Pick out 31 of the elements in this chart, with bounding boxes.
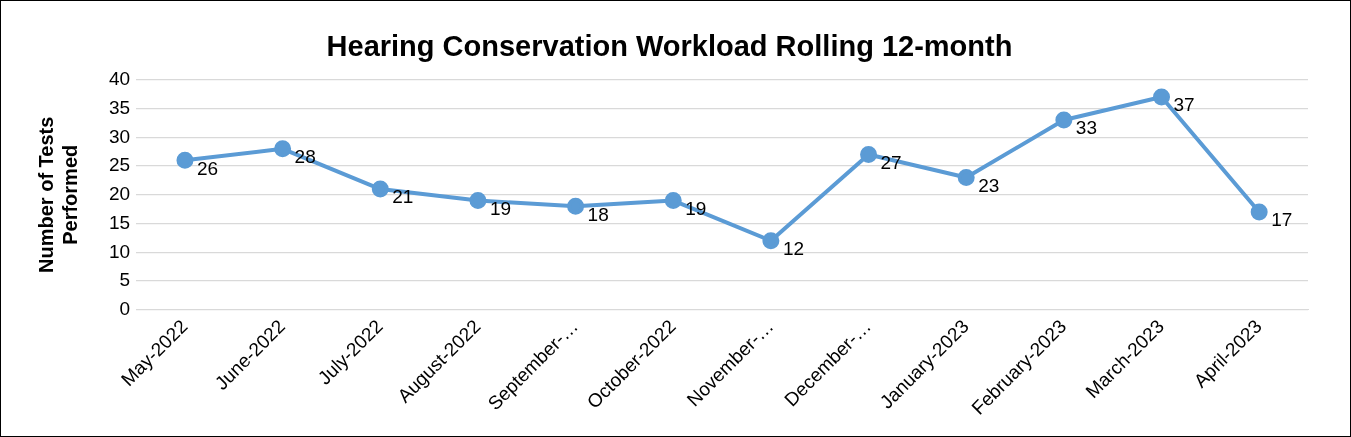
point bbox=[274, 140, 292, 158]
y-tick-label: 0 bbox=[119, 297, 131, 319]
point bbox=[1055, 111, 1073, 129]
point bbox=[1153, 88, 1171, 106]
y-tick-label: 35 bbox=[108, 96, 131, 118]
point bbox=[567, 197, 585, 215]
y-tick-label: 15 bbox=[108, 211, 131, 233]
y-tick-label: 25 bbox=[108, 154, 131, 176]
y-tick-label: 5 bbox=[119, 269, 131, 291]
y-tick-label: 30 bbox=[108, 125, 131, 147]
point bbox=[176, 151, 194, 169]
data-label: 12 bbox=[782, 238, 805, 259]
y-tick-label: 10 bbox=[108, 240, 131, 262]
data-label: 19 bbox=[489, 197, 512, 219]
y-axis-title: Number of Tests Performed bbox=[34, 116, 81, 273]
data-label: 17 bbox=[1271, 209, 1293, 231]
point bbox=[957, 169, 975, 187]
point bbox=[1250, 203, 1268, 221]
chart-title: Hearing Conservation Workload Rolling 12-month bbox=[326, 30, 1013, 63]
y-tick-label: 40 bbox=[108, 68, 131, 90]
point bbox=[762, 232, 780, 250]
point bbox=[664, 192, 682, 210]
data-label: 33 bbox=[1075, 117, 1097, 139]
data-label: 23 bbox=[978, 174, 1000, 196]
point bbox=[469, 192, 487, 210]
point bbox=[860, 146, 878, 164]
data-label: 26 bbox=[196, 157, 219, 179]
data-label: 37 bbox=[1173, 94, 1195, 116]
data-label: 18 bbox=[587, 203, 609, 225]
point bbox=[371, 180, 389, 198]
y-tick-label: 20 bbox=[108, 183, 131, 205]
